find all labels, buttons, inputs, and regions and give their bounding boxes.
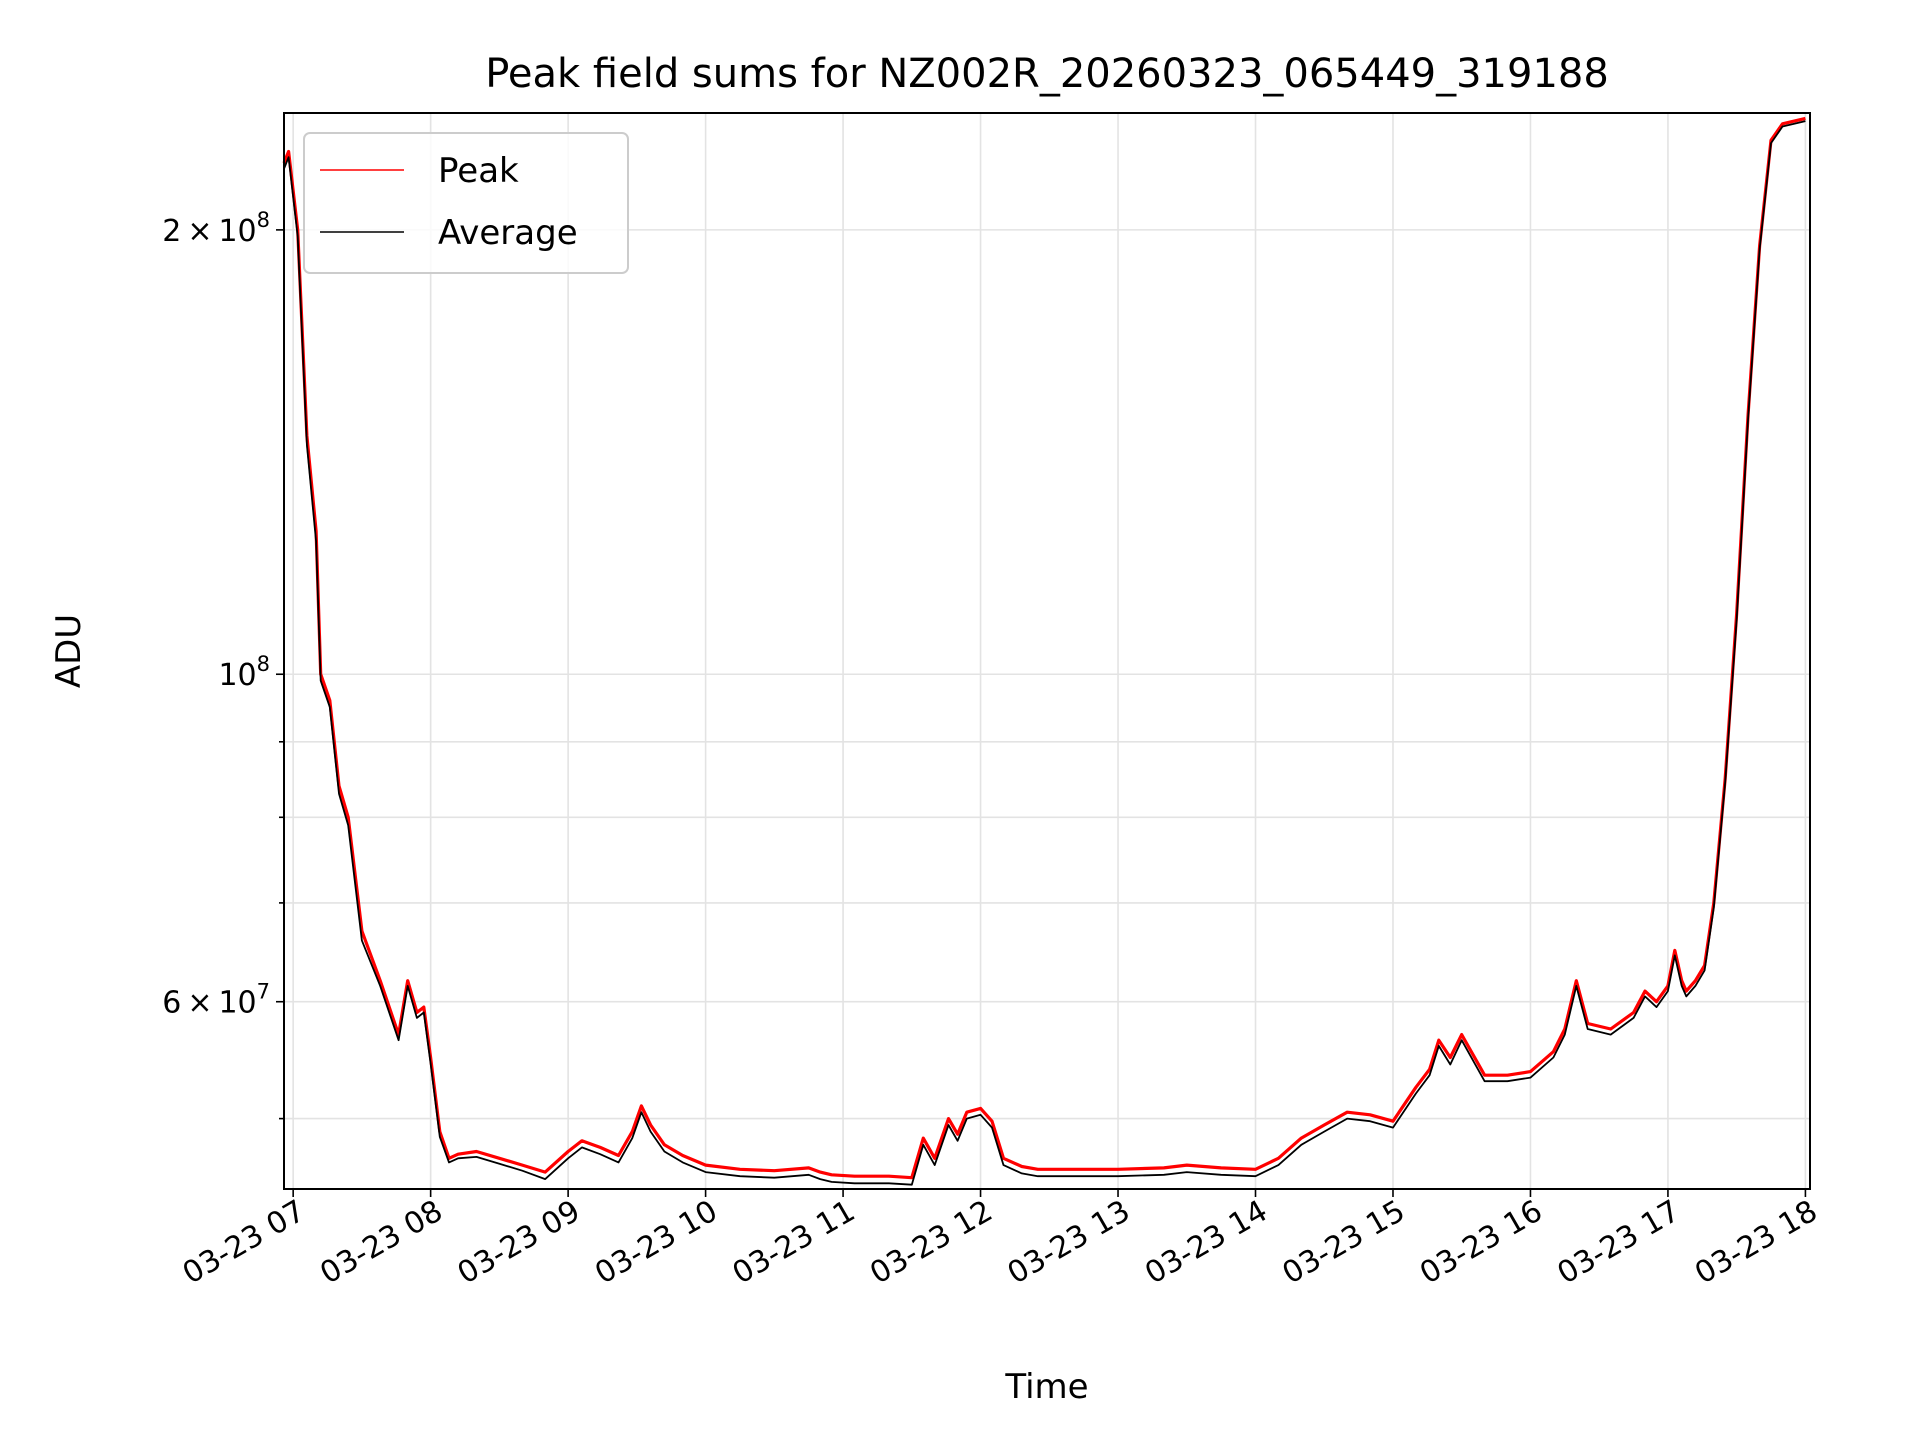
legend-label-average: Average — [438, 213, 578, 253]
x-axis-label: Time — [1004, 1367, 1088, 1407]
x-tick-label: 03-23 10 — [589, 1194, 723, 1292]
y-axis: 2 × 108 108 6 × 107 — [162, 208, 284, 1120]
x-tick-label: 03-23 09 — [452, 1194, 586, 1292]
x-axis: 03-23 07 03-23 08 03-23 09 03-23 10 03-23 11… — [177, 1189, 1823, 1292]
plot-frame — [283, 112, 1811, 1190]
x-tick-label: 03-23 17 — [1552, 1194, 1686, 1292]
x-tick-label: 03-23 07 — [177, 1194, 311, 1292]
y-tick-label: 108 — [218, 652, 270, 693]
y-axis-label: ADU — [49, 614, 89, 688]
x-tick-label: 03-23 15 — [1277, 1194, 1411, 1292]
series-line-peak — [282, 116, 1806, 1180]
series-line-average — [283, 120, 1806, 1186]
x-tick-label: 03-23 14 — [1139, 1194, 1273, 1292]
x-tick-label: 03-23 08 — [314, 1194, 448, 1292]
x-tick-label: 03-23 18 — [1689, 1194, 1823, 1292]
y-tick-label: 2 × 108 — [162, 208, 270, 249]
grid — [284, 113, 1810, 1189]
x-tick-label: 03-23 16 — [1414, 1194, 1548, 1292]
x-tick-label: 03-23 11 — [727, 1194, 861, 1292]
legend-box — [303, 132, 629, 274]
x-tick-label: 03-23 12 — [864, 1194, 998, 1292]
legend: Peak Average — [303, 132, 629, 274]
chart-title: Peak field sums for NZ002R_20260323_0654… — [485, 51, 1609, 97]
y-tick-label: 6 × 107 — [162, 980, 270, 1021]
series-layer — [282, 116, 1806, 1186]
legend-label-peak: Peak — [438, 151, 519, 191]
x-tick-label: 03-23 13 — [1002, 1194, 1136, 1292]
